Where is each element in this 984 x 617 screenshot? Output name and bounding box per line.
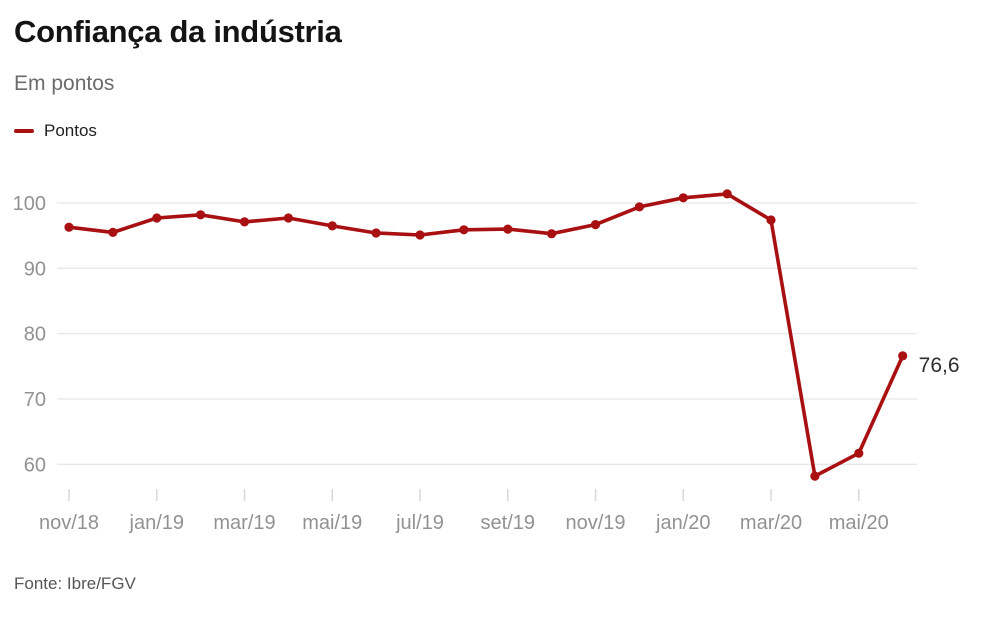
data-point-marker — [854, 448, 864, 458]
data-point-marker — [722, 189, 732, 199]
data-point-marker — [371, 228, 381, 238]
source-note: Fonte: Ibre/FGV — [14, 574, 136, 593]
data-point-marker — [196, 210, 206, 220]
data-point-marker — [152, 213, 162, 223]
x-axis-tick-label: jan/19 — [129, 512, 185, 534]
y-axis-tick-label: 60 — [24, 454, 46, 476]
data-point-marker — [547, 229, 557, 239]
data-point-marker — [415, 230, 425, 240]
data-point-marker — [327, 221, 337, 231]
data-point-marker — [810, 471, 820, 481]
x-axis-tick-label: set/19 — [481, 512, 535, 534]
x-axis-tick-label: mai/20 — [829, 512, 889, 534]
y-axis-tick-label: 90 — [24, 258, 46, 280]
data-point-marker — [64, 222, 74, 232]
y-axis-tick-label: 70 — [24, 389, 46, 411]
data-point-marker — [108, 227, 118, 237]
chart-subtitle: Em pontos — [14, 72, 115, 95]
legend-label: Pontos — [44, 121, 97, 140]
data-point-marker — [678, 193, 688, 203]
data-point-marker — [766, 215, 776, 225]
x-axis-tick-label: jan/20 — [655, 512, 711, 534]
data-point-marker — [634, 202, 645, 212]
data-point-marker — [283, 213, 293, 223]
x-axis-tick-label: nov/19 — [565, 512, 625, 534]
x-axis-tick-label: nov/18 — [39, 512, 99, 534]
last-value-label: 76,6 — [919, 354, 960, 377]
legend-color-dash-icon — [14, 129, 34, 133]
data-point-marker — [459, 225, 469, 235]
data-point-marker — [239, 217, 250, 227]
x-axis-tick-label: mar/19 — [213, 512, 275, 534]
y-axis-tick-label: 80 — [24, 324, 46, 346]
data-point-marker — [503, 224, 513, 234]
x-axis-tick-label: jul/19 — [395, 512, 444, 534]
x-axis-tick-label: mar/20 — [740, 512, 802, 534]
legend: Pontos — [14, 120, 97, 142]
data-point-marker — [898, 351, 908, 361]
x-axis-tick-label: mai/19 — [302, 512, 362, 534]
y-axis-tick-label: 100 — [13, 193, 46, 215]
data-point-marker — [590, 220, 601, 230]
series-path — [67, 192, 905, 478]
chart-title: Confiança da indústria — [14, 14, 342, 49]
